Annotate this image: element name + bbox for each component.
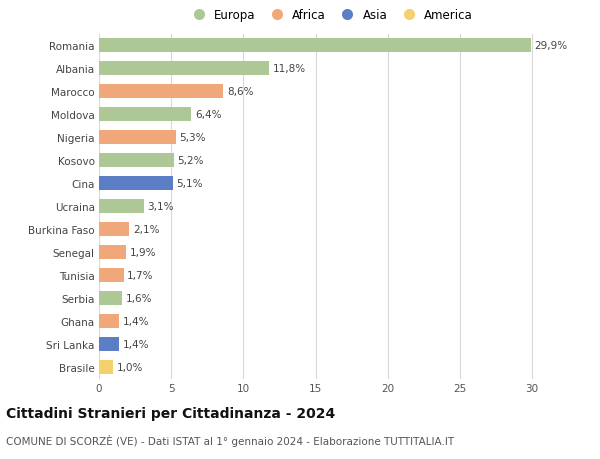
Bar xyxy=(99,360,113,375)
Bar xyxy=(99,199,144,214)
Bar xyxy=(99,177,173,191)
Bar xyxy=(99,39,530,53)
Text: 29,9%: 29,9% xyxy=(534,41,568,51)
Text: 1,6%: 1,6% xyxy=(126,293,152,303)
Text: 5,3%: 5,3% xyxy=(179,133,206,143)
Bar xyxy=(99,268,124,282)
Bar xyxy=(99,337,119,352)
Text: 5,1%: 5,1% xyxy=(176,179,203,189)
Text: 1,4%: 1,4% xyxy=(123,339,149,349)
Bar xyxy=(99,107,191,122)
Text: COMUNE DI SCORZÈ (VE) - Dati ISTAT al 1° gennaio 2024 - Elaborazione TUTTITALIA.: COMUNE DI SCORZÈ (VE) - Dati ISTAT al 1°… xyxy=(6,434,454,446)
Bar xyxy=(99,223,130,237)
Text: 6,4%: 6,4% xyxy=(195,110,221,120)
Bar xyxy=(99,84,223,99)
Bar xyxy=(99,314,119,328)
Text: Cittadini Stranieri per Cittadinanza - 2024: Cittadini Stranieri per Cittadinanza - 2… xyxy=(6,406,335,420)
Text: 3,1%: 3,1% xyxy=(148,202,174,212)
Text: 1,4%: 1,4% xyxy=(123,316,149,326)
Text: 1,7%: 1,7% xyxy=(127,270,154,280)
Bar xyxy=(99,62,269,76)
Text: 5,2%: 5,2% xyxy=(178,156,204,166)
Bar xyxy=(99,245,127,259)
Bar xyxy=(99,153,174,168)
Text: 2,1%: 2,1% xyxy=(133,224,160,235)
Text: 1,0%: 1,0% xyxy=(117,362,143,372)
Text: 8,6%: 8,6% xyxy=(227,87,253,97)
Text: 11,8%: 11,8% xyxy=(273,64,306,74)
Bar xyxy=(99,130,176,145)
Text: 1,9%: 1,9% xyxy=(130,247,157,257)
Bar xyxy=(99,291,122,306)
Legend: Europa, Africa, Asia, America: Europa, Africa, Asia, America xyxy=(187,9,473,22)
